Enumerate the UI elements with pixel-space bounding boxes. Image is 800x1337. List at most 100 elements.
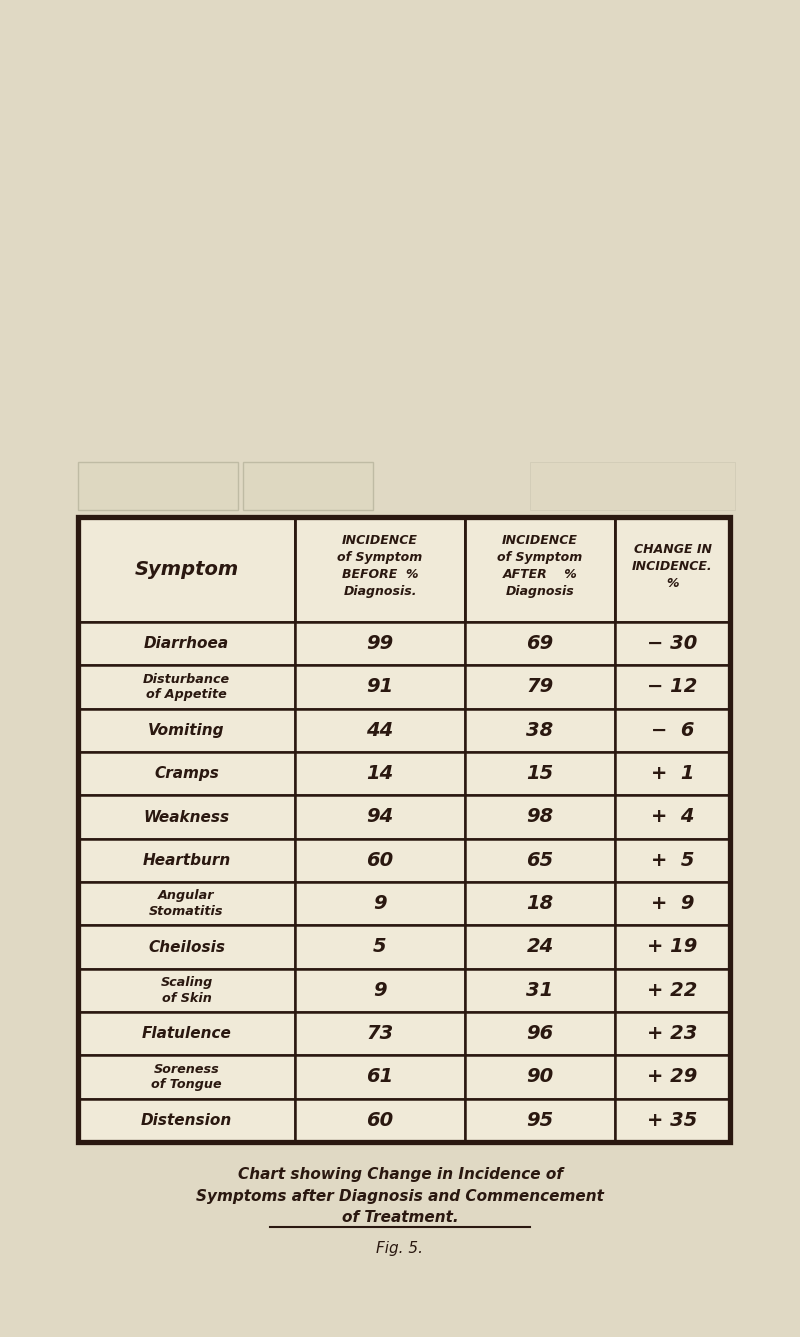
Bar <box>295 1055 465 1099</box>
Bar <box>615 796 730 838</box>
Bar <box>78 517 730 1142</box>
Bar <box>78 796 295 838</box>
Text: + 29: + 29 <box>647 1067 698 1087</box>
Text: − 30: − 30 <box>647 634 698 654</box>
Bar <box>295 1099 465 1142</box>
Text: INCIDENCE
of Symptom
AFTER    %
Diagnosis: INCIDENCE of Symptom AFTER % Diagnosis <box>498 535 582 599</box>
Text: 60: 60 <box>366 1111 394 1130</box>
Bar <box>295 751 465 796</box>
Bar <box>465 838 615 882</box>
Text: Disturbance
of Appetite: Disturbance of Appetite <box>143 673 230 701</box>
Text: 96: 96 <box>526 1024 554 1043</box>
Bar <box>615 666 730 709</box>
Text: 91: 91 <box>366 678 394 697</box>
Text: 31: 31 <box>526 981 554 1000</box>
Text: 95: 95 <box>526 1111 554 1130</box>
Bar <box>465 925 615 969</box>
Text: INCIDENCE
of Symptom
BEFORE  %
Diagnosis.: INCIDENCE of Symptom BEFORE % Diagnosis. <box>338 535 422 599</box>
Bar <box>465 1012 615 1055</box>
Bar <box>615 1012 730 1055</box>
Text: 5: 5 <box>373 937 387 956</box>
Text: + 23: + 23 <box>647 1024 698 1043</box>
Text: − 12: − 12 <box>647 678 698 697</box>
Text: 69: 69 <box>526 634 554 654</box>
Text: +  4: + 4 <box>650 808 694 826</box>
Text: Vomiting: Vomiting <box>148 723 225 738</box>
Text: + 22: + 22 <box>647 981 698 1000</box>
Bar <box>465 622 615 666</box>
Text: 18: 18 <box>526 894 554 913</box>
Text: 38: 38 <box>526 721 554 739</box>
Text: Diarrhoea: Diarrhoea <box>144 636 229 651</box>
Text: +  5: + 5 <box>650 850 694 870</box>
Bar <box>78 751 295 796</box>
Bar <box>295 1012 465 1055</box>
Bar <box>295 969 465 1012</box>
Bar <box>615 517 730 622</box>
Text: 65: 65 <box>526 850 554 870</box>
Text: 60: 60 <box>366 850 394 870</box>
Text: Scaling
of Skin: Scaling of Skin <box>160 976 213 1004</box>
Text: Symptoms after Diagnosis and Commencement: Symptoms after Diagnosis and Commencemen… <box>196 1189 604 1203</box>
Text: Angular
Stomatitis: Angular Stomatitis <box>150 889 224 919</box>
Bar <box>615 838 730 882</box>
Bar <box>465 882 615 925</box>
Text: CHANGE IN
INCIDENCE.
%: CHANGE IN INCIDENCE. % <box>632 543 713 590</box>
Bar <box>615 1055 730 1099</box>
Bar <box>78 517 730 1142</box>
Bar <box>243 463 373 509</box>
Text: 99: 99 <box>366 634 394 654</box>
Text: Cramps: Cramps <box>154 766 219 781</box>
Bar <box>530 463 735 509</box>
Bar <box>78 622 295 666</box>
Text: 73: 73 <box>366 1024 394 1043</box>
Text: 61: 61 <box>366 1067 394 1087</box>
Bar <box>295 796 465 838</box>
Bar <box>615 882 730 925</box>
Bar <box>465 666 615 709</box>
Bar <box>465 1099 615 1142</box>
Bar <box>78 838 295 882</box>
Bar <box>78 1012 295 1055</box>
Bar <box>295 517 465 622</box>
Text: Symptom: Symptom <box>134 560 238 579</box>
Bar <box>78 925 295 969</box>
Bar <box>615 622 730 666</box>
Text: Cheilosis: Cheilosis <box>148 940 225 955</box>
Bar <box>295 925 465 969</box>
Text: Weakness: Weakness <box>143 809 230 825</box>
Text: of Treatment.: of Treatment. <box>342 1210 458 1226</box>
Bar <box>465 709 615 751</box>
Text: 44: 44 <box>366 721 394 739</box>
Bar <box>78 709 295 751</box>
Bar <box>465 751 615 796</box>
Bar <box>295 882 465 925</box>
Text: Soreness
of Tongue: Soreness of Tongue <box>151 1063 222 1091</box>
Bar <box>465 969 615 1012</box>
Bar <box>615 751 730 796</box>
Text: 9: 9 <box>373 981 387 1000</box>
Text: + 35: + 35 <box>647 1111 698 1130</box>
Bar <box>615 1099 730 1142</box>
Text: +  9: + 9 <box>650 894 694 913</box>
Bar <box>465 517 615 622</box>
Bar <box>615 709 730 751</box>
Text: Flatulence: Flatulence <box>142 1027 231 1042</box>
Text: 14: 14 <box>366 765 394 783</box>
Bar <box>295 838 465 882</box>
Bar <box>78 517 295 622</box>
Bar <box>615 925 730 969</box>
Bar <box>465 796 615 838</box>
Text: Heartburn: Heartburn <box>142 853 230 868</box>
Text: 15: 15 <box>526 765 554 783</box>
Text: Distension: Distension <box>141 1112 232 1128</box>
Bar <box>78 1055 295 1099</box>
Bar <box>78 463 238 509</box>
Bar <box>465 1055 615 1099</box>
Bar <box>295 709 465 751</box>
Text: 98: 98 <box>526 808 554 826</box>
Text: 9: 9 <box>373 894 387 913</box>
Bar <box>295 666 465 709</box>
Bar <box>78 882 295 925</box>
Text: 90: 90 <box>526 1067 554 1087</box>
